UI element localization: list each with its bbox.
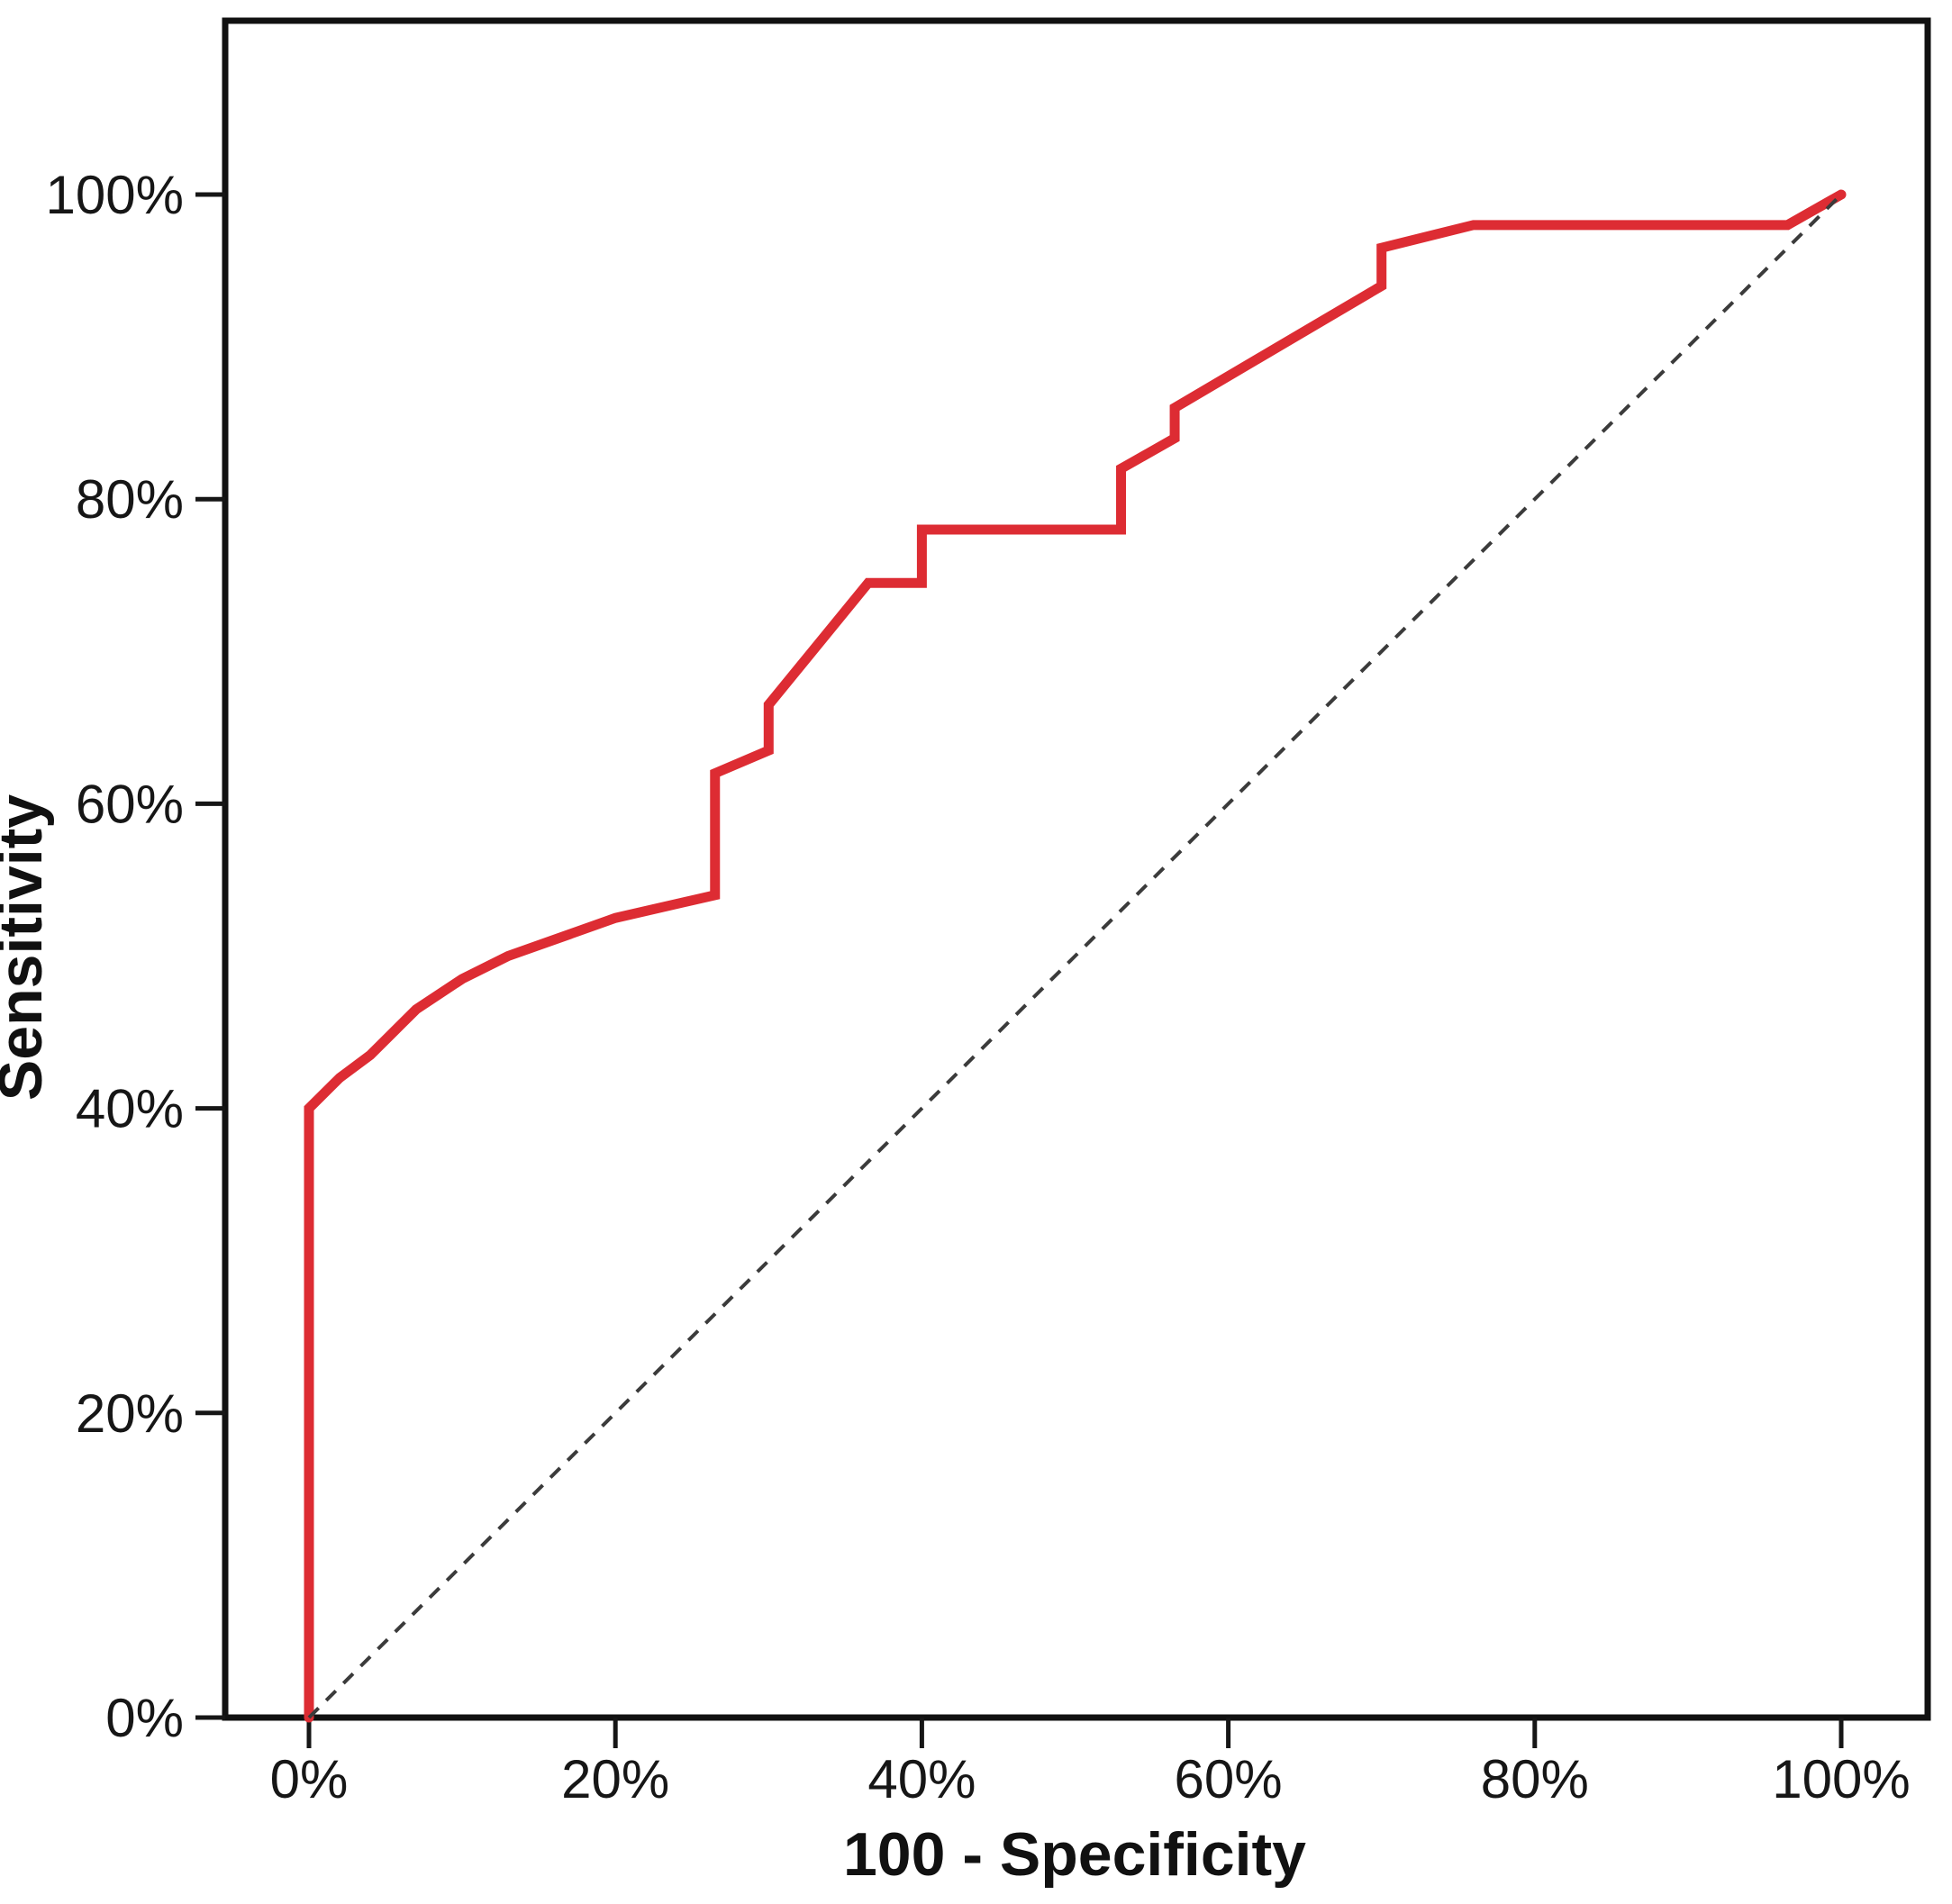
y-tick-label: 0%	[105, 1688, 184, 1748]
reference-diagonal	[307, 193, 1843, 1719]
y-tick-label: 80%	[76, 469, 184, 530]
series-group	[304, 189, 1847, 1723]
plot-frame	[222, 17, 1931, 1721]
y-axis-ticks: 0% 20% 40% 60% 80% 100%	[46, 165, 225, 1748]
x-tick-label: 80%	[1481, 1749, 1589, 1809]
y-tick-label: 40%	[76, 1079, 184, 1139]
x-axis-title: 100 - Specificity	[843, 1820, 1306, 1889]
x-tick-label: 100%	[1772, 1749, 1910, 1809]
x-axis-ticks: 0% 20% 40% 60% 80% 100%	[270, 1718, 1911, 1809]
y-tick-label: 100%	[46, 165, 184, 225]
x-tick-label: 60%	[1175, 1749, 1283, 1809]
x-tick-label: 40%	[867, 1749, 976, 1809]
x-tick-label: 0%	[270, 1749, 349, 1809]
x-tick-label: 20%	[561, 1749, 669, 1809]
y-axis-title: Sensitivity	[0, 794, 55, 1101]
y-tick-label: 60%	[76, 774, 184, 834]
y-tick-label: 20%	[76, 1383, 184, 1444]
roc-curve	[304, 189, 1847, 1723]
